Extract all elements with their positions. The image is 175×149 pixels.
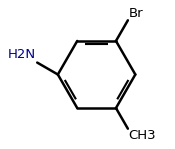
Text: CH3: CH3 — [129, 129, 156, 142]
Text: H2N: H2N — [8, 48, 36, 61]
Text: Br: Br — [129, 7, 143, 20]
